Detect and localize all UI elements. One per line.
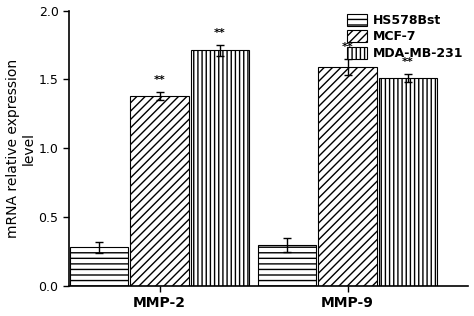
Text: **: ** — [154, 75, 165, 85]
Bar — [70, 247, 128, 286]
Text: **: ** — [402, 57, 414, 67]
Legend: HS578Bst, MCF-7, MDA-MB-231: HS578Bst, MCF-7, MDA-MB-231 — [345, 11, 466, 62]
Y-axis label: mRNA relative expression
level: mRNA relative expression level — [6, 59, 36, 238]
Bar — [130, 96, 189, 286]
Text: **: ** — [214, 28, 226, 38]
Text: **: ** — [342, 42, 354, 52]
Bar — [258, 245, 317, 286]
Bar — [318, 67, 377, 286]
Bar — [379, 78, 438, 286]
Bar — [191, 51, 249, 286]
